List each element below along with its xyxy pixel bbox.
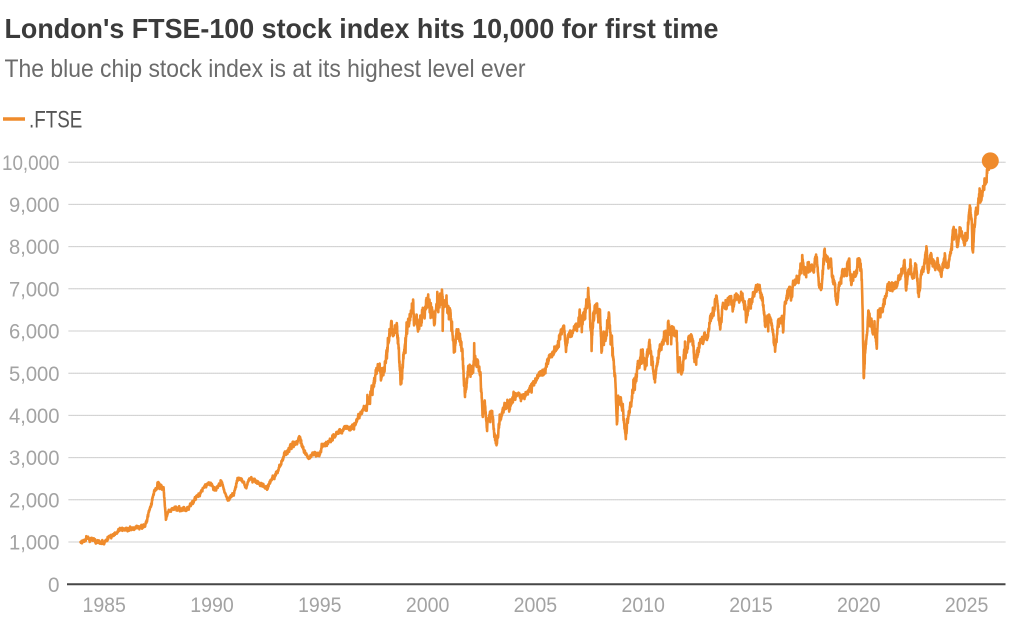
svg-text:1985: 1985	[82, 594, 126, 617]
svg-text:2,000: 2,000	[9, 489, 60, 512]
svg-text:2025: 2025	[945, 594, 989, 617]
svg-text:3,000: 3,000	[9, 447, 60, 470]
svg-text:.FTSE: .FTSE	[29, 107, 82, 134]
svg-text:1,000: 1,000	[9, 532, 60, 555]
svg-text:8,000: 8,000	[9, 236, 60, 259]
svg-text:1990: 1990	[190, 594, 234, 617]
svg-text:1995: 1995	[298, 594, 342, 617]
svg-text:2000: 2000	[406, 594, 450, 617]
svg-text:4,000: 4,000	[9, 405, 60, 428]
svg-text:0: 0	[48, 574, 60, 597]
svg-text:7,000: 7,000	[9, 278, 60, 301]
svg-text:2010: 2010	[621, 594, 665, 617]
svg-text:10,000: 10,000	[2, 152, 60, 175]
svg-text:6,000: 6,000	[9, 321, 60, 344]
svg-text:2020: 2020	[837, 594, 881, 617]
svg-text:The blue chip stock index is a: The blue chip stock index is at its high…	[5, 55, 526, 83]
svg-text:5,000: 5,000	[9, 363, 60, 386]
svg-text:London's FTSE-100 stock index: London's FTSE-100 stock index hits 10,00…	[5, 13, 719, 44]
svg-text:2005: 2005	[514, 594, 558, 617]
svg-text:9,000: 9,000	[9, 194, 60, 217]
svg-text:2015: 2015	[729, 594, 773, 617]
